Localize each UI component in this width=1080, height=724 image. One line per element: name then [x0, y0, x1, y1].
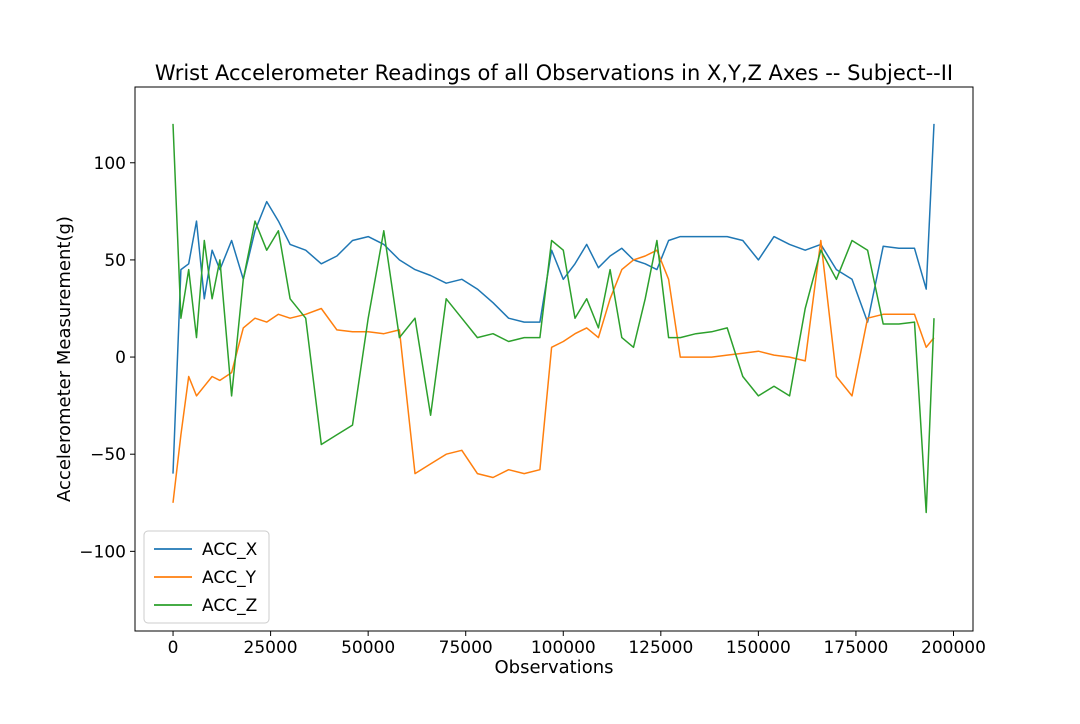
series-line-acc-z — [172, 123, 935, 514]
x-tick-label: 200000 — [921, 638, 986, 658]
plot-area — [172, 123, 935, 514]
x-tick-label: 125000 — [628, 638, 693, 658]
x-tick-label: 175000 — [823, 638, 888, 658]
y-tick-label: 50 — [104, 251, 126, 271]
y-tick-label: −50 — [90, 445, 126, 465]
x-axis: 0 25000 50000 75000 100000 125000 150000 175000… — [168, 631, 986, 658]
x-tick-label: 0 — [168, 638, 179, 658]
y-tick-label: 100 — [94, 154, 126, 174]
chart-title: Wrist Accelerometer Readings of all Obse… — [155, 61, 953, 85]
legend: ACC_X ACC_Y ACC_Z — [143, 530, 270, 624]
legend-box — [143, 530, 270, 624]
x-axis-label: Observations — [495, 657, 614, 678]
y-tick-label: −100 — [79, 542, 126, 562]
x-tick-label: 150000 — [726, 638, 791, 658]
x-tick-label: 75000 — [439, 638, 493, 658]
x-tick-label: 50000 — [341, 638, 395, 658]
legend-label: ACC_X — [202, 540, 258, 560]
series-line-acc-y — [172, 239, 935, 503]
plot-frame — [134, 86, 974, 632]
x-tick-label: 100000 — [531, 638, 596, 658]
x-tick-label: 25000 — [244, 638, 298, 658]
y-axis-label: Accelerometer Measurement(g) — [54, 216, 75, 502]
y-tick-label: 0 — [115, 348, 126, 368]
legend-label: ACC_Z — [202, 596, 257, 616]
legend-label: ACC_Y — [202, 568, 257, 588]
y-axis: −100 −50 0 50 100 — [79, 154, 135, 562]
